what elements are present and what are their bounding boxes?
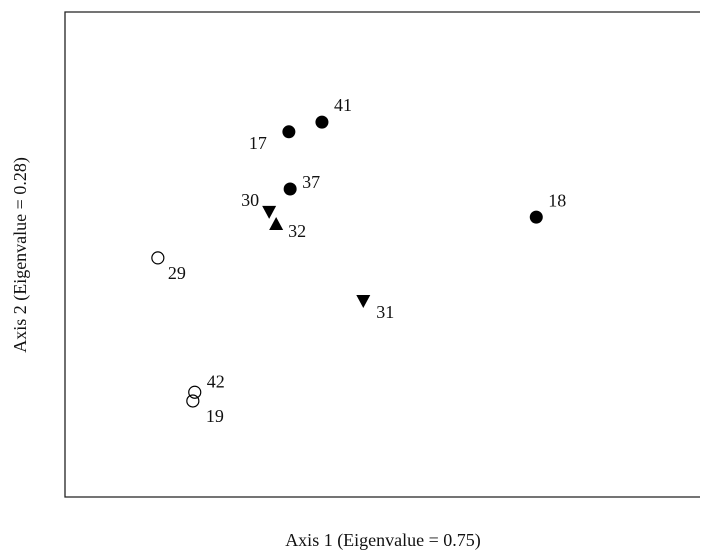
- point: [262, 205, 277, 219]
- point-label: 19: [206, 406, 224, 426]
- point-label: 37: [302, 172, 320, 192]
- point-label: 31: [376, 302, 394, 322]
- point: [269, 216, 284, 230]
- point: [283, 182, 297, 196]
- x-axis-label: Axis 1 (Eigenvalue = 0.75): [285, 530, 481, 551]
- point: [188, 385, 202, 399]
- y-axis-label: Axis 2 (Eigenvalue = 0.28): [10, 157, 31, 353]
- point: [186, 394, 200, 408]
- point: [356, 295, 371, 309]
- point-label: 29: [168, 263, 186, 283]
- point-label: 30: [241, 190, 259, 210]
- point: [151, 251, 165, 265]
- point-label: 32: [288, 221, 306, 241]
- plot-frame: [64, 11, 700, 498]
- point-label: 42: [207, 371, 225, 391]
- point-label: 18: [548, 190, 566, 210]
- point-label: 41: [334, 95, 352, 115]
- point-label: 17: [249, 133, 267, 153]
- point: [282, 125, 296, 139]
- point: [315, 115, 329, 129]
- point: [529, 210, 543, 224]
